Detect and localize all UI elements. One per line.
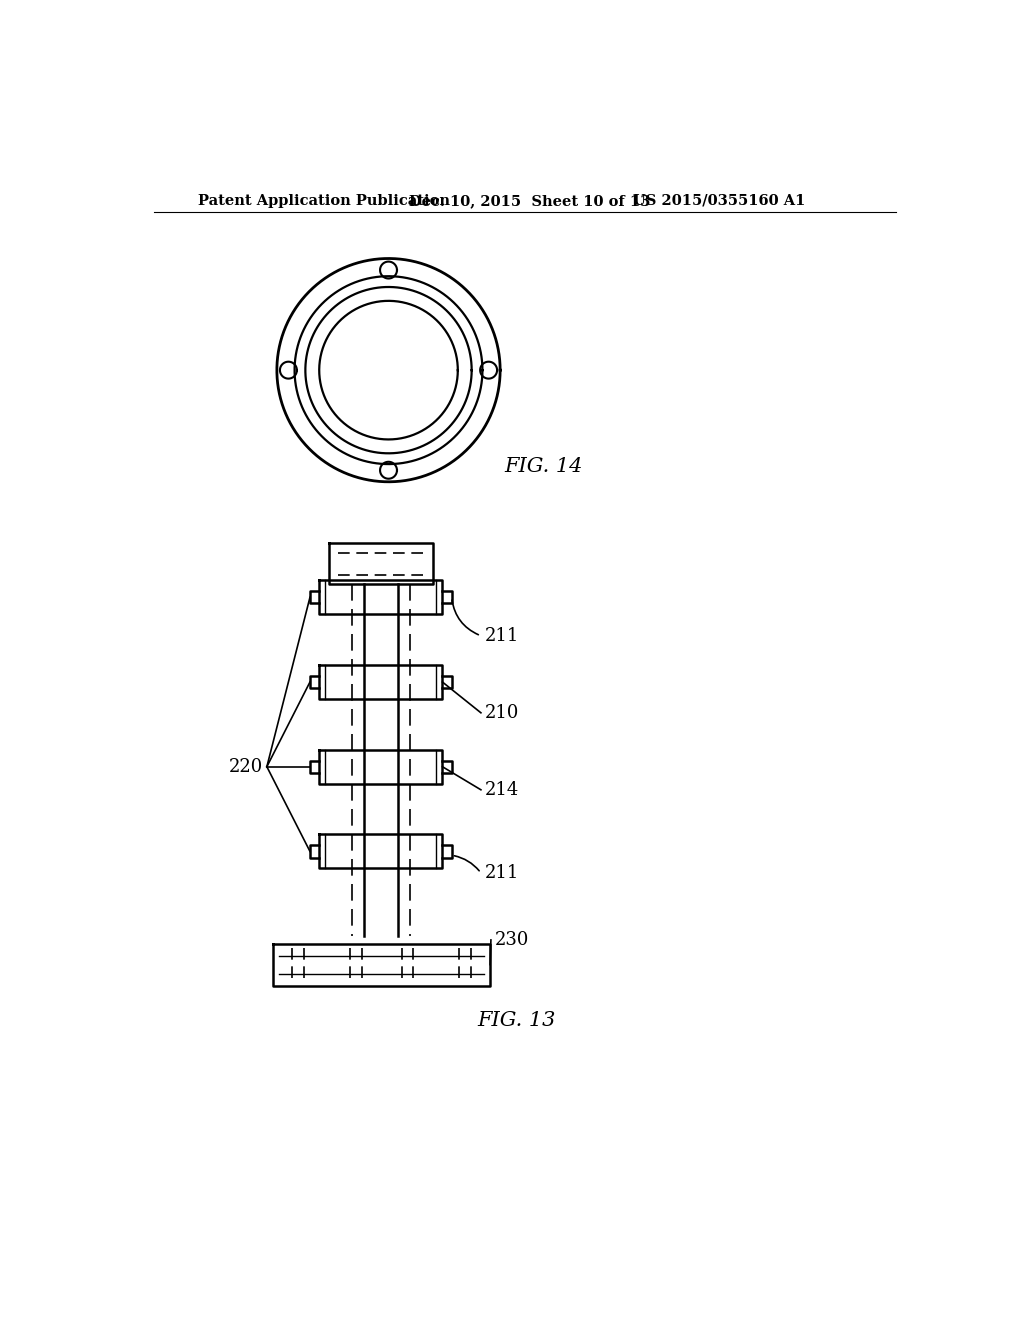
Text: FIG. 13: FIG. 13 (477, 1011, 555, 1031)
Text: 220: 220 (228, 758, 263, 776)
Text: 214: 214 (484, 781, 519, 799)
Text: 211: 211 (484, 865, 519, 882)
Text: US 2015/0355160 A1: US 2015/0355160 A1 (633, 194, 805, 207)
Text: 211: 211 (484, 627, 519, 644)
Text: Dec. 10, 2015  Sheet 10 of 13: Dec. 10, 2015 Sheet 10 of 13 (410, 194, 650, 207)
Text: FIG. 14: FIG. 14 (504, 457, 583, 477)
Text: Patent Application Publication: Patent Application Publication (199, 194, 451, 207)
Text: 230: 230 (495, 931, 529, 949)
Text: 210: 210 (484, 704, 519, 722)
